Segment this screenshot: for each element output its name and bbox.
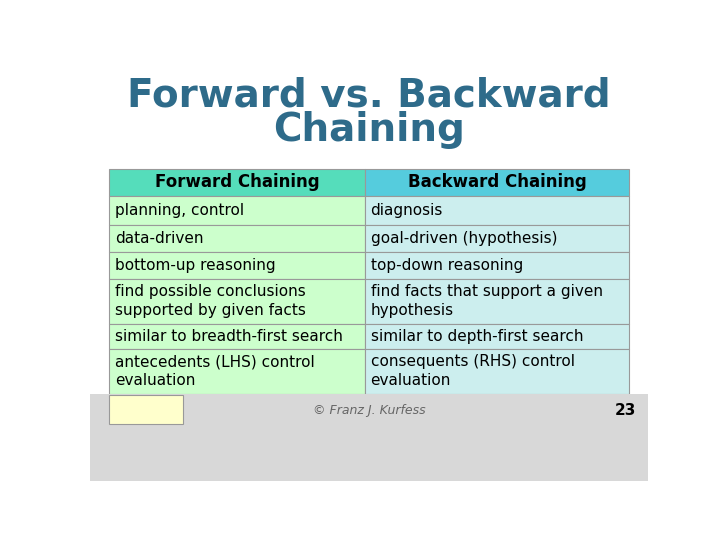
Bar: [109, 252, 365, 279]
Text: Forward vs. Backward: Forward vs. Backward: [127, 77, 611, 114]
Bar: [365, 252, 629, 279]
Text: top-down reasoning: top-down reasoning: [371, 258, 523, 273]
Bar: [365, 225, 629, 252]
Text: data-driven: data-driven: [114, 231, 203, 246]
Bar: [365, 323, 629, 349]
Text: consequents (RHS) control
evaluation: consequents (RHS) control evaluation: [371, 354, 575, 388]
Text: similar to depth-first search: similar to depth-first search: [371, 329, 583, 344]
Bar: [365, 279, 629, 323]
Bar: [109, 225, 365, 252]
Text: similar to breadth-first search: similar to breadth-first search: [114, 329, 343, 344]
Text: planning, control: planning, control: [114, 203, 244, 218]
Bar: [365, 168, 629, 195]
Text: © Franz J. Kurfess: © Franz J. Kurfess: [312, 404, 426, 417]
Text: goal-driven (hypothesis): goal-driven (hypothesis): [371, 231, 557, 246]
Bar: [109, 168, 365, 195]
Bar: [109, 395, 183, 424]
Text: Backward Chaining: Backward Chaining: [408, 173, 586, 191]
Text: Forward Chaining: Forward Chaining: [155, 173, 320, 191]
Text: bottom-up reasoning: bottom-up reasoning: [114, 258, 276, 273]
Text: antecedents (LHS) control
evaluation: antecedents (LHS) control evaluation: [114, 354, 315, 388]
Bar: [365, 349, 629, 394]
Text: 23: 23: [615, 403, 636, 418]
Bar: [365, 195, 629, 225]
Bar: [109, 323, 365, 349]
Bar: [90, 394, 648, 481]
Text: Chaining: Chaining: [273, 111, 465, 149]
Bar: [109, 279, 365, 323]
Text: find facts that support a given
hypothesis: find facts that support a given hypothes…: [371, 285, 603, 318]
Bar: [109, 349, 365, 394]
Text: diagnosis: diagnosis: [371, 203, 443, 218]
Bar: [109, 195, 365, 225]
Text: find possible conclusions
supported by given facts: find possible conclusions supported by g…: [114, 285, 306, 318]
